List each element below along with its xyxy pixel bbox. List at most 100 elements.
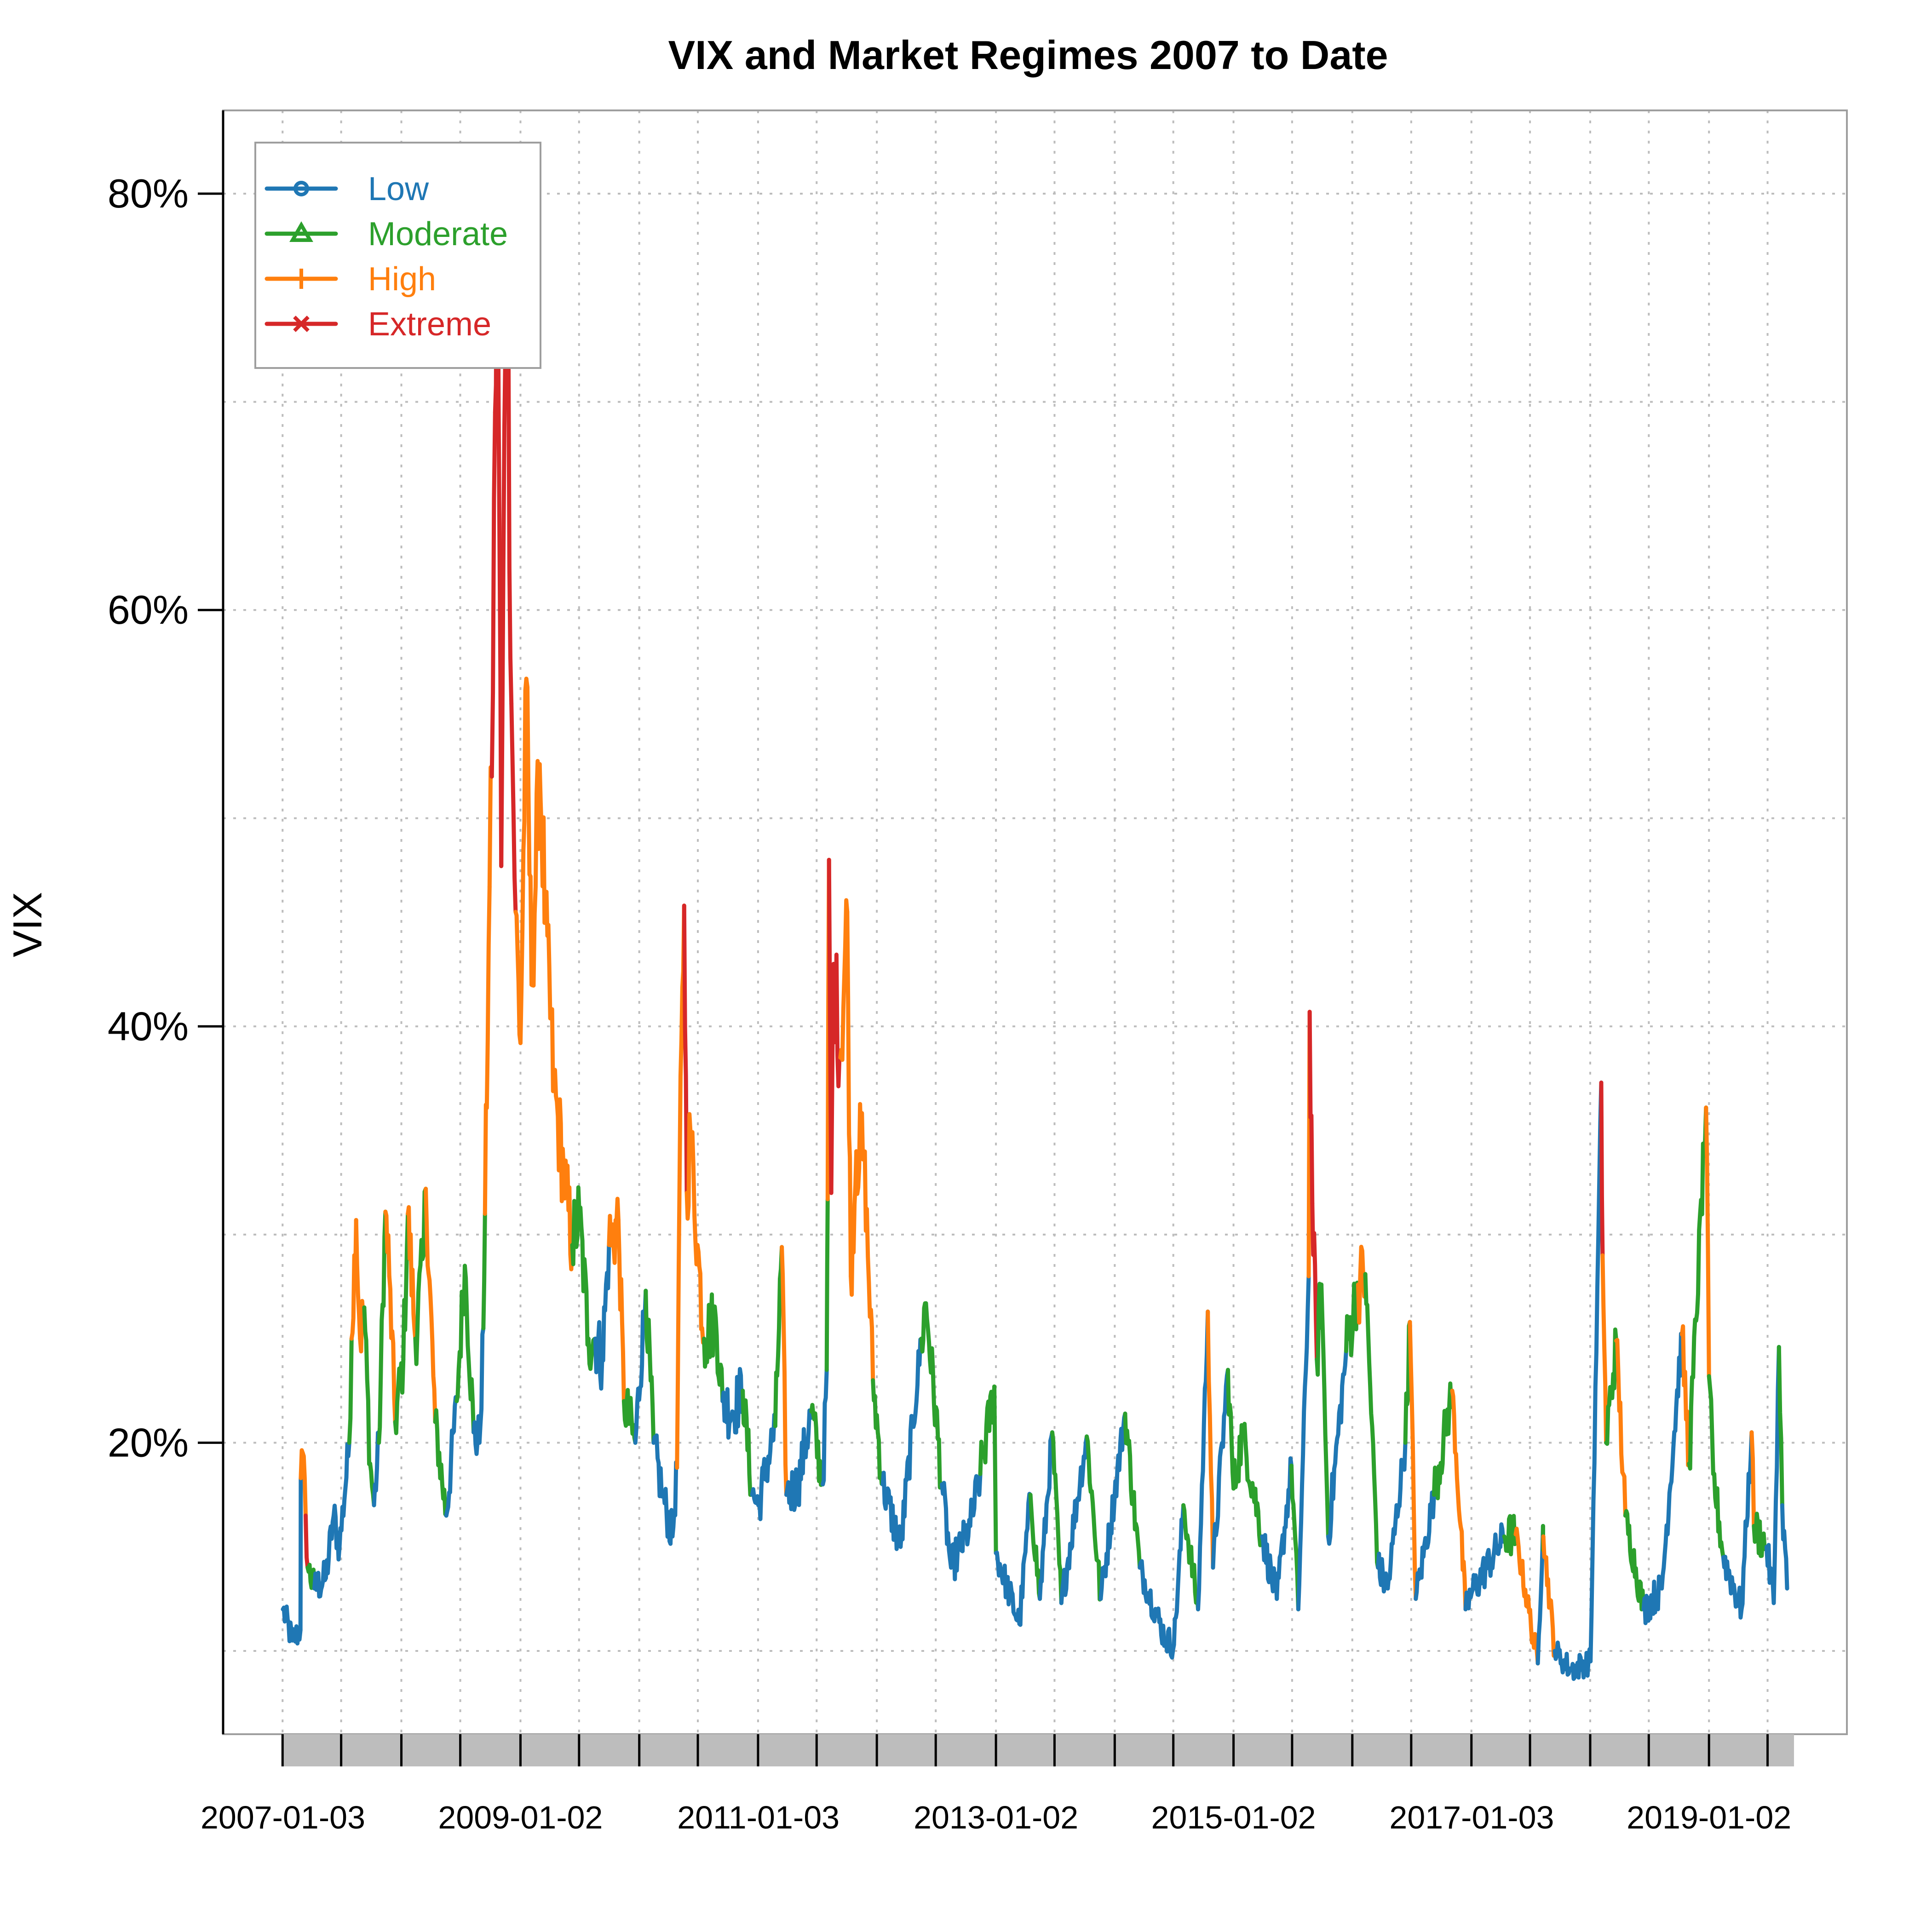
y-tick-label: 60% bbox=[108, 587, 189, 632]
series-segment-low bbox=[331, 1503, 342, 1562]
series-segment-high bbox=[562, 1158, 575, 1271]
x-tick-label: 2015-01-02 bbox=[1151, 1800, 1316, 1835]
series-segment-low bbox=[444, 1395, 459, 1518]
series-segment-low bbox=[1260, 1533, 1279, 1601]
series-segment-low bbox=[651, 1433, 665, 1499]
series-segment-high bbox=[838, 898, 850, 1062]
legend-label-low: Low bbox=[368, 171, 429, 207]
series-segment-moderate bbox=[577, 1205, 591, 1347]
series-segment-high bbox=[688, 1128, 700, 1266]
series-segment-high bbox=[406, 1205, 418, 1341]
series-segment-low bbox=[1535, 1524, 1545, 1666]
series-segment-low bbox=[323, 1513, 336, 1581]
series-segment-high bbox=[684, 1112, 693, 1221]
series-segment-high bbox=[1600, 1253, 1609, 1445]
legend-label-high: High bbox=[368, 261, 436, 298]
series-segment-extreme bbox=[1310, 1201, 1319, 1362]
x-marker-icon bbox=[293, 316, 310, 332]
series-segment-low bbox=[1386, 1440, 1408, 1591]
series-segment-high bbox=[354, 1218, 362, 1341]
series-segment-moderate bbox=[463, 1264, 476, 1435]
series-segment-extreme bbox=[509, 702, 518, 914]
series-segment-moderate bbox=[1289, 1463, 1300, 1611]
series-segment-extreme bbox=[682, 903, 689, 1195]
series-segment-low bbox=[898, 1336, 924, 1549]
series-segment-high bbox=[529, 759, 542, 988]
series-segment-moderate bbox=[454, 1264, 467, 1403]
x-tick-label: 2013-01-02 bbox=[914, 1800, 1078, 1835]
x-axis-bar: 2007-01-03 2009-01-02 2011-01-03 2013-01-02… bbox=[201, 1734, 1794, 1835]
series-segment-high bbox=[424, 1186, 437, 1424]
series-segment-low bbox=[756, 1413, 777, 1521]
series-segment-moderate bbox=[992, 1384, 998, 1555]
series-segment-low bbox=[1780, 1503, 1789, 1591]
series-segment-high bbox=[780, 1245, 788, 1497]
series-segment-low bbox=[1376, 1552, 1390, 1594]
series-segment-extreme bbox=[1307, 1010, 1315, 1206]
y-tick-label: 40% bbox=[108, 1003, 189, 1049]
y-axis-ticks: 20% 40% 60% 80% bbox=[108, 171, 223, 1465]
series-segment-high bbox=[862, 1149, 875, 1383]
legend-item-moderate: Moderate bbox=[264, 216, 508, 253]
y-tick-label: 80% bbox=[108, 171, 189, 216]
series-segment-high bbox=[524, 677, 534, 987]
series-segment-low bbox=[1660, 1331, 1684, 1591]
series-segment-low bbox=[730, 1367, 745, 1435]
series-segment-moderate bbox=[1604, 1327, 1619, 1446]
gridlines bbox=[223, 110, 1847, 1734]
series-segment-high bbox=[543, 890, 556, 1093]
legend-box bbox=[254, 142, 541, 369]
series-segment-moderate bbox=[1777, 1345, 1784, 1507]
x-axis-band bbox=[283, 1734, 1794, 1766]
series-segment-moderate bbox=[377, 1209, 388, 1445]
series-segment-low bbox=[593, 1320, 604, 1391]
series-segment-low bbox=[1098, 1411, 1127, 1601]
series-segment-low bbox=[994, 1550, 1022, 1626]
series-segment-low bbox=[633, 1288, 648, 1445]
series-segment-low bbox=[796, 1408, 814, 1507]
series-segment-high bbox=[1704, 1105, 1711, 1379]
series-segment-moderate bbox=[1050, 1430, 1064, 1605]
series-segment-low bbox=[1138, 1559, 1167, 1648]
legend-item-high: High bbox=[264, 261, 436, 298]
x-tick-label: 2019-01-02 bbox=[1627, 1800, 1791, 1835]
series-segment-low bbox=[281, 1604, 294, 1644]
series-segment-low bbox=[1172, 1503, 1186, 1647]
series-segment-low bbox=[1739, 1430, 1754, 1611]
series-segment-low bbox=[1641, 1574, 1664, 1625]
series-segment-moderate bbox=[1752, 1512, 1769, 1558]
circle-marker-icon bbox=[293, 181, 309, 196]
series-segment-low bbox=[472, 1414, 482, 1456]
series-segment-low bbox=[600, 1243, 611, 1363]
series-segment-moderate bbox=[570, 1185, 581, 1266]
series-segment-moderate bbox=[1319, 1282, 1330, 1539]
series-segment-high bbox=[1749, 1430, 1756, 1528]
series-segment-high bbox=[616, 1218, 626, 1403]
series-segment-moderate bbox=[393, 1357, 406, 1435]
series-segment-moderate bbox=[871, 1378, 885, 1487]
x-tick-label: 2009-01-02 bbox=[438, 1800, 603, 1835]
series-segment-moderate bbox=[978, 1384, 997, 1476]
series-segment-low bbox=[750, 1487, 761, 1507]
series-segment-extreme bbox=[831, 952, 843, 1088]
chart-title: VIX and Market Regimes 2007 to Date bbox=[668, 32, 1388, 78]
series-segment-low bbox=[1059, 1434, 1089, 1605]
series-segment-moderate bbox=[1344, 1281, 1360, 1357]
series-segment-low bbox=[949, 1518, 972, 1581]
series-segment-extreme bbox=[304, 1513, 310, 1570]
legend-label-moderate: Moderate bbox=[368, 216, 508, 253]
legend-item-low: Low bbox=[264, 171, 429, 207]
series-segment-low bbox=[477, 1326, 486, 1445]
series-segment-moderate bbox=[401, 1212, 410, 1362]
series-segment-low bbox=[1326, 1349, 1348, 1546]
series-segment-high bbox=[387, 1274, 397, 1424]
legend: Low Moderate High Extreme bbox=[254, 142, 541, 369]
series-segment-moderate bbox=[481, 1212, 487, 1330]
series-segment-moderate bbox=[1502, 1514, 1518, 1557]
x-tick-label: 2011-01-03 bbox=[677, 1800, 840, 1835]
series-segment-high bbox=[1450, 1388, 1468, 1611]
series-segment-low bbox=[1569, 1647, 1593, 1681]
series-segment-moderate bbox=[824, 1197, 830, 1372]
series-segment-low bbox=[784, 1467, 800, 1512]
